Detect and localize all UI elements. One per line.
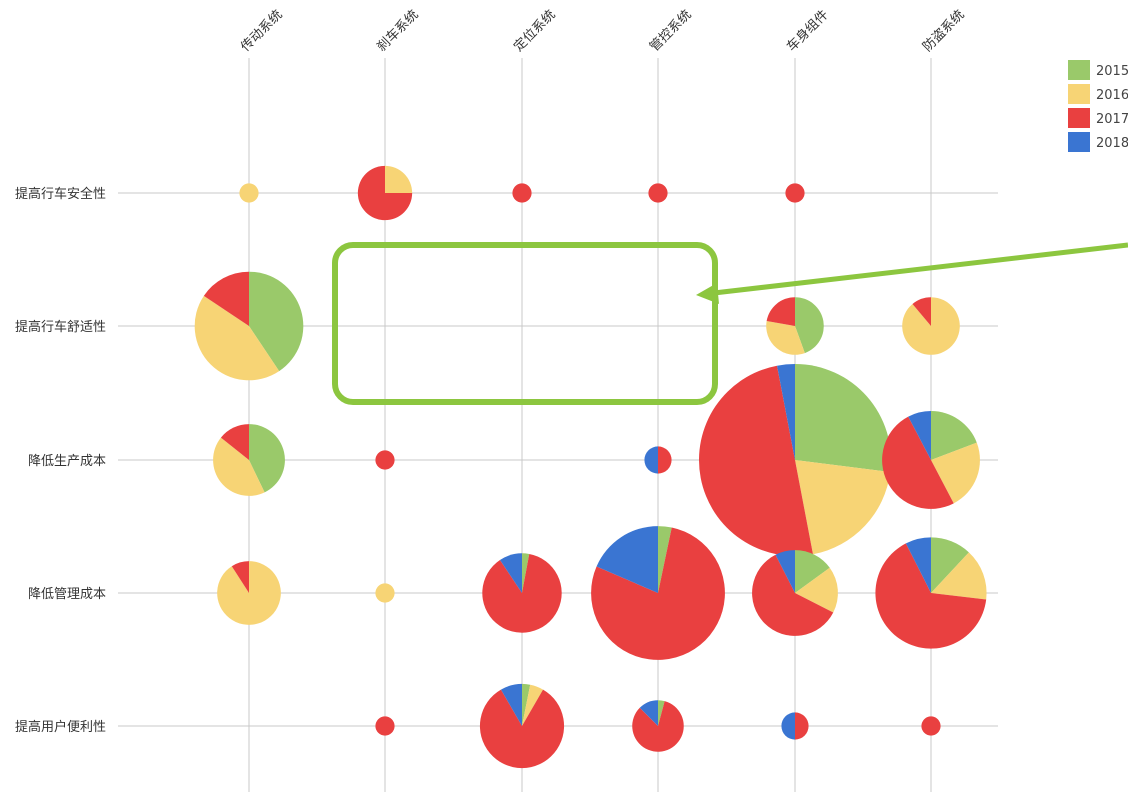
- pie-marker: [375, 716, 394, 735]
- pie-slice: [239, 183, 258, 202]
- pie-marker: [591, 526, 725, 660]
- pie-marker: [512, 183, 531, 202]
- pie-slice: [385, 166, 412, 193]
- pie-slice: [781, 712, 795, 739]
- pie-slice: [785, 183, 804, 202]
- legend-swatch: [1068, 108, 1090, 128]
- row-label: 提高行车安全性: [15, 186, 106, 202]
- pie-marker: [785, 183, 804, 202]
- legend-swatch: [1068, 132, 1090, 152]
- legend-label: 2016: [1096, 88, 1128, 103]
- legend: 2015 2016 2017 2018: [1068, 60, 1128, 152]
- column-label: 车身组件: [784, 7, 832, 55]
- pie-slice: [375, 716, 394, 735]
- pie-marker: [358, 166, 412, 220]
- pie-marker: [766, 297, 824, 355]
- legend-label: 2018: [1096, 136, 1128, 151]
- column-label: 定位系统: [511, 7, 558, 54]
- legend-label: 2017: [1096, 112, 1128, 127]
- row-label: 降低生产成本: [28, 454, 106, 469]
- pie-slice: [375, 450, 394, 469]
- pie-marker: [648, 183, 667, 202]
- column-label: 传动系统: [238, 7, 285, 54]
- column-label: 刹车系统: [374, 7, 422, 55]
- pie-marker: [902, 297, 960, 355]
- row-labels: 提高行车安全性提高行车舒适性降低生产成本降低管理成本提高用户便利性: [15, 186, 106, 735]
- pie-slice: [648, 183, 667, 202]
- pie-marker: [375, 450, 394, 469]
- pie-marker: [217, 561, 281, 625]
- pie-slice: [767, 297, 795, 326]
- pie-marker: [482, 553, 561, 632]
- pie-marker: [875, 537, 986, 648]
- pie-slice: [795, 364, 891, 472]
- arrow-shaft: [714, 245, 1128, 293]
- row-label: 提高用户便利性: [15, 719, 106, 735]
- pie-marker: [239, 183, 258, 202]
- legend-swatch: [1068, 60, 1090, 80]
- column-labels: 传动系统 刹车系统 定位系统 管控系统 车身组件 防盗系统: [238, 7, 967, 55]
- column-label: 防盗系统: [920, 7, 968, 55]
- pie-slice: [375, 583, 394, 602]
- pie-marker: [644, 446, 671, 473]
- annotation-overlay: [335, 245, 1128, 402]
- pie-marker: [921, 716, 940, 735]
- legend-label: 2015: [1096, 64, 1128, 79]
- pie-marker: [480, 684, 564, 768]
- pie-slice: [658, 446, 672, 473]
- pie-marker: [882, 411, 980, 509]
- pie-slice: [795, 712, 809, 739]
- arrow-head: [696, 283, 719, 304]
- row-label: 提高行车舒适性: [15, 319, 106, 335]
- pie-slice: [512, 183, 531, 202]
- pie-marker: [195, 272, 304, 381]
- pie-marker: [375, 583, 394, 602]
- column-label: 管控系统: [647, 7, 694, 54]
- pie-markers: [195, 166, 987, 768]
- pie-marker: [632, 700, 684, 752]
- row-label: 降低管理成本: [28, 587, 106, 602]
- pie-slice: [644, 446, 658, 473]
- pie-marker: [752, 550, 838, 636]
- pie-marker: [699, 364, 891, 556]
- pie-slice: [921, 716, 940, 735]
- pie-marker: [781, 712, 808, 739]
- legend-swatch: [1068, 84, 1090, 104]
- pie-marker: [213, 424, 285, 496]
